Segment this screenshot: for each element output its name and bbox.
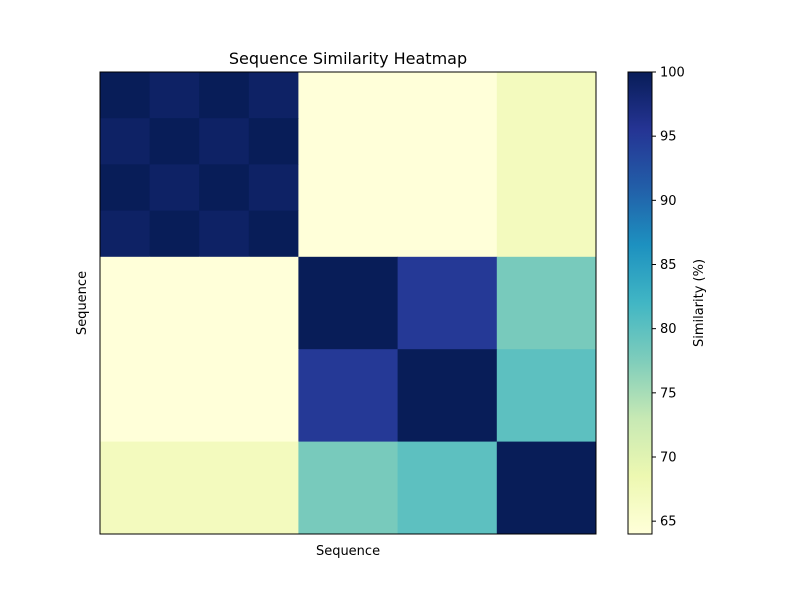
heatmap-cell — [496, 441, 597, 535]
heatmap-cell — [397, 118, 498, 165]
colorbar-tick-label: 65 — [660, 515, 677, 530]
colorbar-tick-label: 100 — [660, 66, 685, 81]
heatmap-cell — [199, 441, 250, 535]
heatmap-cell — [100, 210, 151, 258]
colorbar-tick-label: 95 — [660, 130, 677, 145]
heatmap-cell — [397, 72, 498, 119]
heatmap-cell — [496, 256, 597, 350]
heatmap-cell — [298, 441, 399, 535]
heatmap-cell — [149, 441, 200, 535]
heatmap-cell — [397, 164, 498, 212]
heatmap-cell — [496, 72, 597, 119]
colorbar-label: Similarity (%) — [692, 259, 707, 347]
heatmap-cells — [100, 72, 597, 535]
heatmap-cell — [496, 118, 597, 165]
heatmap-cell — [248, 349, 299, 443]
heatmap-cell — [298, 349, 399, 443]
heatmap-cell — [100, 164, 151, 212]
heatmap-cell — [298, 256, 399, 350]
chart-title: Sequence Similarity Heatmap — [229, 49, 467, 68]
colorbar-gradient — [627, 71, 653, 535]
heatmap-cell — [496, 349, 597, 443]
heatmap-cell — [248, 210, 299, 258]
colorbar-tick-label: 75 — [660, 386, 677, 401]
x-axis-label: Sequence — [316, 544, 380, 559]
heatmap-cell — [496, 210, 597, 258]
heatmap-cell — [298, 164, 399, 212]
heatmap-cell — [397, 349, 498, 443]
heatmap-cell — [298, 72, 399, 119]
heatmap-cell — [248, 164, 299, 212]
heatmap-cell — [100, 72, 151, 119]
heatmap-cell — [248, 118, 299, 165]
heatmap-cell — [298, 210, 399, 258]
heatmap-cell — [397, 210, 498, 258]
y-axis-label: Sequence — [75, 271, 90, 335]
heatmap-cell — [100, 349, 151, 443]
colorbar-tick-label: 70 — [660, 451, 677, 466]
heatmap-cell — [199, 349, 250, 443]
heatmap-cell — [149, 210, 200, 258]
heatmap-cell — [496, 164, 597, 212]
colorbar-tick-label: 80 — [660, 322, 677, 337]
heatmap-cell — [100, 118, 151, 165]
heatmap-cell — [298, 118, 399, 165]
heatmap-cell — [199, 72, 250, 119]
heatmap-cell — [397, 256, 498, 350]
heatmap-cell — [149, 349, 200, 443]
heatmap-cell — [149, 256, 200, 350]
heatmap-cell — [149, 164, 200, 212]
colorbar-tick-label: 90 — [660, 194, 677, 209]
heatmap-cell — [199, 210, 250, 258]
heatmap-cell — [397, 441, 498, 535]
plot-frame — [99, 71, 597, 535]
heatmap-cell — [149, 72, 200, 119]
heatmap-cell — [248, 441, 299, 535]
heatmap-cell — [199, 164, 250, 212]
colorbar: 65 70 75 80 85 90 95 100 — [627, 66, 685, 535]
heatmap-cell — [199, 256, 250, 350]
heatmap-cell — [100, 256, 151, 350]
heatmap-cell — [199, 118, 250, 165]
heatmap-cell — [149, 118, 200, 165]
heatmap-cell — [100, 441, 151, 535]
colorbar-tick-label: 85 — [660, 258, 677, 273]
heatmap-cell — [248, 256, 299, 350]
heatmap-cell — [248, 72, 299, 119]
